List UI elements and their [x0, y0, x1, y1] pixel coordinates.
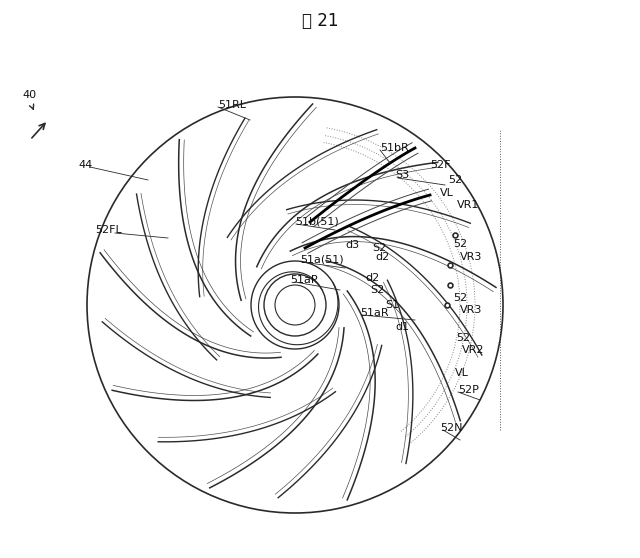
- Text: 51RL: 51RL: [218, 100, 246, 110]
- Text: 52N: 52N: [440, 423, 463, 433]
- Text: 51b(51): 51b(51): [295, 217, 339, 227]
- Text: S1: S1: [385, 300, 399, 310]
- Text: S3: S3: [395, 170, 409, 180]
- Text: 51aP: 51aP: [290, 275, 317, 285]
- Text: 52: 52: [456, 333, 470, 343]
- Text: d2: d2: [375, 252, 389, 262]
- Text: S2: S2: [372, 243, 387, 253]
- Text: VR1: VR1: [457, 200, 479, 210]
- Text: VR2: VR2: [462, 345, 484, 355]
- Text: 52F: 52F: [430, 160, 451, 170]
- Text: 44: 44: [78, 160, 92, 170]
- Text: 40: 40: [22, 90, 36, 100]
- Text: 52: 52: [453, 239, 467, 249]
- Text: 52: 52: [448, 175, 462, 185]
- Text: 52: 52: [453, 293, 467, 303]
- Text: VL: VL: [455, 368, 469, 378]
- Text: 51aR: 51aR: [360, 308, 388, 318]
- Text: d3: d3: [345, 240, 359, 250]
- Text: 52P: 52P: [458, 385, 479, 395]
- Text: 51bR: 51bR: [380, 143, 409, 153]
- Text: VL: VL: [440, 188, 454, 198]
- Text: S2: S2: [370, 285, 384, 295]
- Text: 図 21: 図 21: [301, 12, 339, 30]
- Text: d1: d1: [395, 322, 409, 332]
- Text: VR3: VR3: [460, 305, 483, 315]
- Text: 51a(51): 51a(51): [300, 255, 344, 265]
- Text: 52FL: 52FL: [95, 225, 122, 235]
- Text: d2: d2: [365, 273, 380, 283]
- Text: VR3: VR3: [460, 252, 483, 262]
